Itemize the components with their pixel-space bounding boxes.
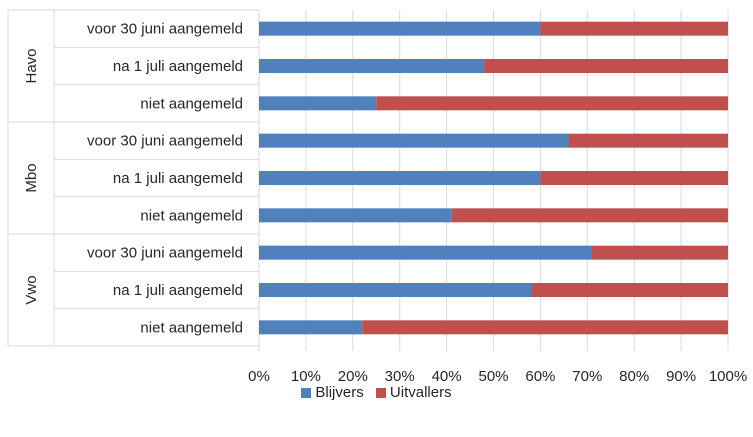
bar-blijvers bbox=[259, 96, 377, 111]
x-tick-label: 60% bbox=[525, 368, 555, 385]
bar-blijvers bbox=[259, 133, 569, 148]
bar-uitvallers bbox=[376, 96, 728, 111]
bar-blijvers bbox=[259, 320, 363, 335]
x-tick-label: 10% bbox=[291, 368, 321, 385]
legend-swatch-blijvers bbox=[301, 387, 312, 398]
bar-uitvallers bbox=[540, 21, 728, 36]
x-tick-label: 20% bbox=[338, 368, 368, 385]
bar-uitvallers bbox=[591, 245, 728, 260]
x-tick-label: 50% bbox=[478, 368, 508, 385]
legend-label-blijvers: Blijvers bbox=[315, 384, 364, 401]
x-tick-label: 90% bbox=[666, 368, 696, 385]
x-tick-label: 30% bbox=[385, 368, 415, 385]
category-label: na 1 juli aangemeld bbox=[113, 170, 243, 187]
bar-uitvallers bbox=[540, 171, 728, 185]
legend: Blijvers Uitvallers bbox=[0, 384, 753, 402]
category-label: na 1 juli aangemeld bbox=[113, 58, 243, 75]
bar-blijvers bbox=[259, 21, 541, 36]
bar-blijvers bbox=[259, 59, 485, 73]
bar-blijvers bbox=[259, 171, 541, 185]
legend-item-blijvers: Blijvers bbox=[301, 384, 364, 401]
category-label: niet aangemeld bbox=[140, 319, 243, 336]
bar-blijvers bbox=[259, 245, 592, 260]
x-tick-label: 80% bbox=[619, 368, 649, 385]
bar-uitvallers bbox=[362, 320, 728, 335]
legend-label-uitvallers: Uitvallers bbox=[389, 384, 452, 401]
category-label: voor 30 juni aangemeld bbox=[87, 133, 243, 150]
group-label: Vwo bbox=[23, 275, 40, 304]
category-label: na 1 juli aangemeld bbox=[113, 282, 243, 299]
x-tick-label: 70% bbox=[572, 368, 602, 385]
legend-item-uitvallers: Uitvallers bbox=[375, 384, 452, 401]
bar-blijvers bbox=[259, 208, 452, 223]
x-tick-label: 40% bbox=[432, 368, 462, 385]
bar-uitvallers bbox=[531, 283, 728, 297]
category-label: voor 30 juni aangemeld bbox=[87, 245, 243, 262]
category-label: niet aangemeld bbox=[140, 207, 243, 224]
x-tick-label: 0% bbox=[248, 368, 270, 385]
bar-uitvallers bbox=[451, 208, 728, 223]
group-label: Mbo bbox=[23, 163, 40, 192]
bar-uitvallers bbox=[484, 59, 728, 73]
x-tick-label: 100% bbox=[709, 368, 747, 385]
bar-blijvers bbox=[259, 283, 532, 297]
category-label: niet aangemeld bbox=[140, 95, 243, 112]
legend-swatch-uitvallers bbox=[375, 387, 386, 398]
group-label: Havo bbox=[23, 48, 40, 83]
category-label: voor 30 juni aangemeld bbox=[87, 21, 243, 38]
bar-uitvallers bbox=[568, 133, 728, 148]
